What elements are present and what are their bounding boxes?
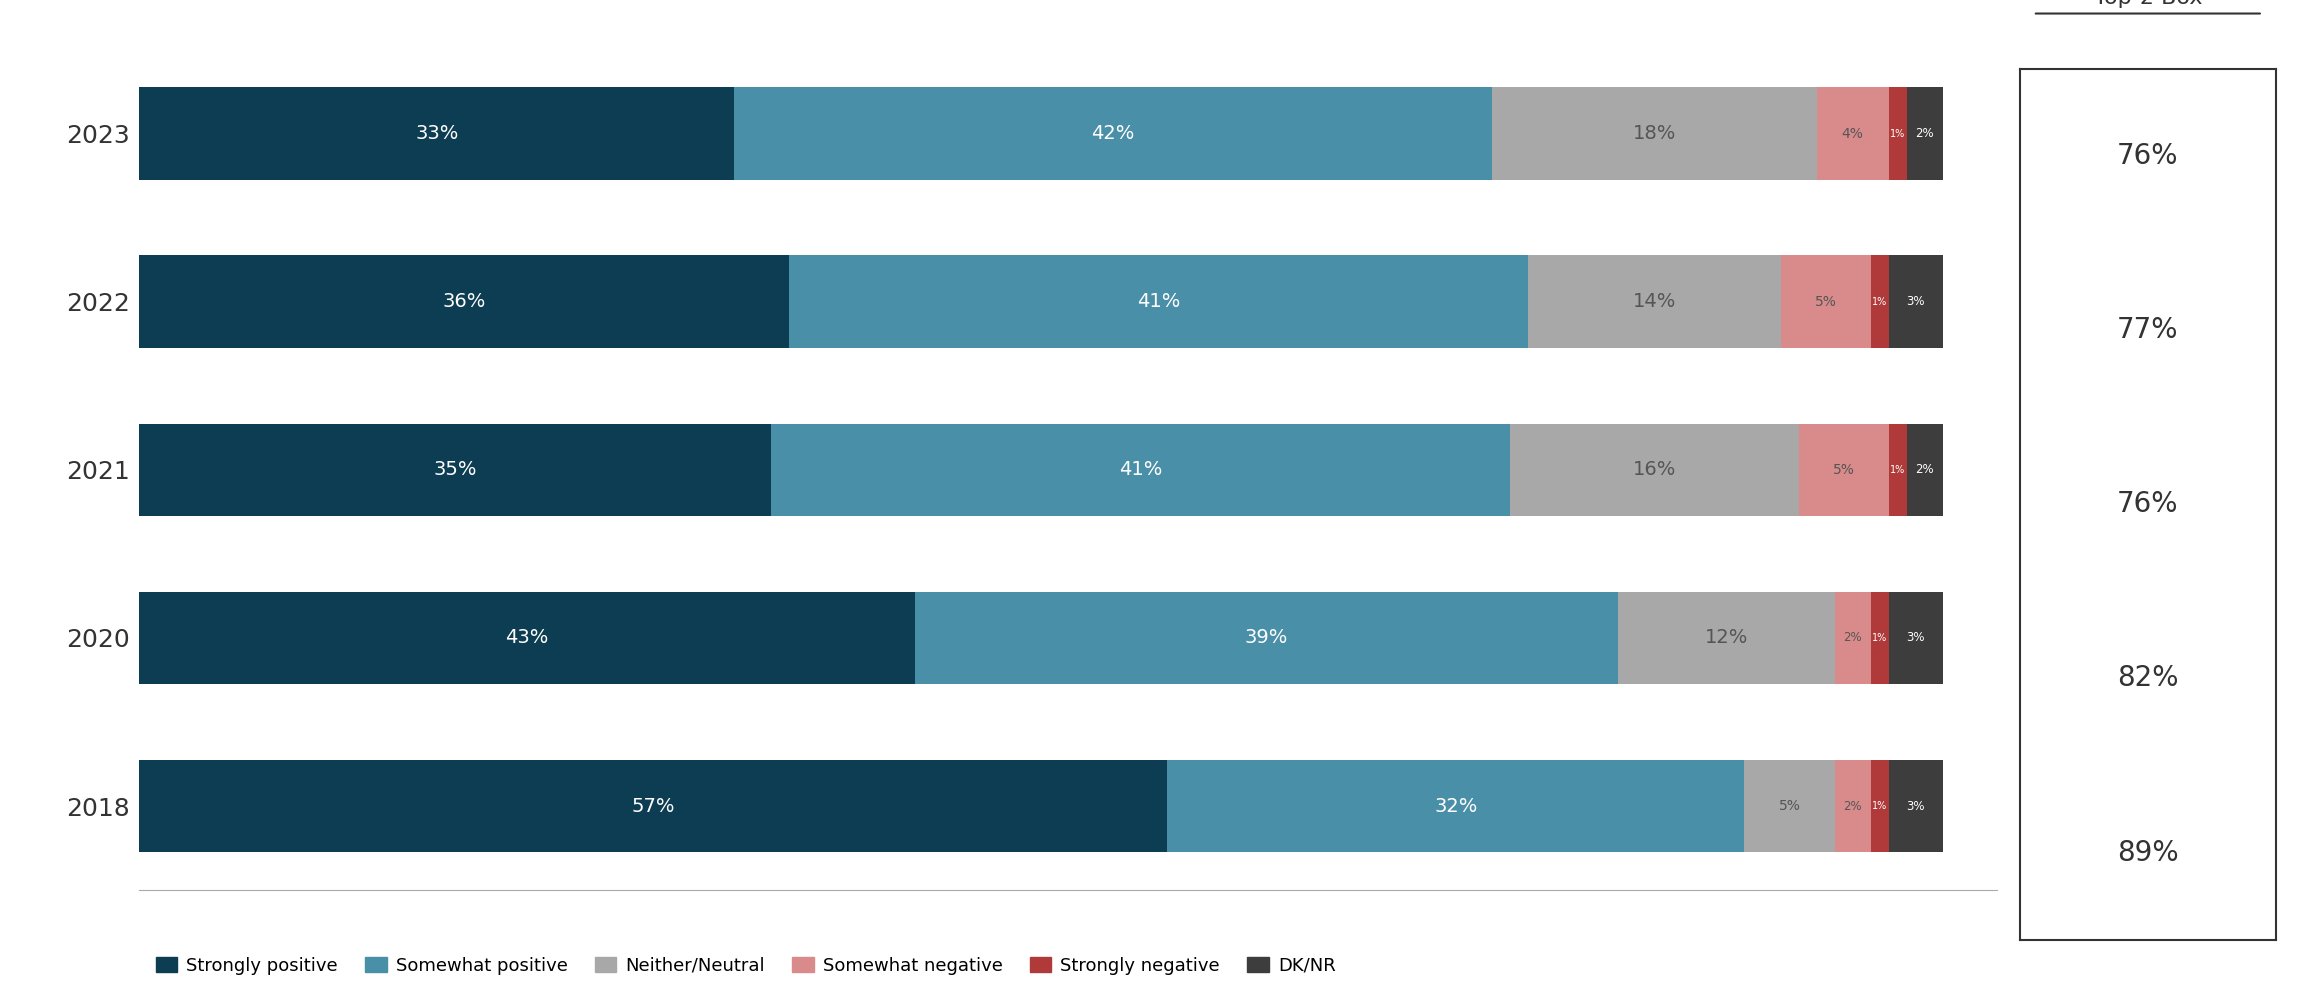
Text: 3%: 3% — [1906, 631, 1925, 645]
Bar — [139, 760, 1168, 853]
Text: 18%: 18% — [1632, 124, 1676, 143]
Text: 12%: 12% — [1704, 628, 1748, 648]
Text: 42%: 42% — [1091, 124, 1135, 143]
Bar — [1872, 255, 1888, 348]
Bar — [1888, 591, 1944, 684]
Bar — [915, 591, 1618, 684]
Text: 3%: 3% — [1906, 295, 1925, 309]
Text: 43%: 43% — [506, 628, 548, 648]
Bar — [1888, 423, 1906, 516]
Text: 16%: 16% — [1632, 460, 1676, 480]
Bar — [734, 87, 1493, 180]
Bar — [1800, 423, 1888, 516]
Bar — [1834, 591, 1872, 684]
Text: 2%: 2% — [1844, 631, 1862, 645]
Bar — [1888, 760, 1944, 853]
Bar — [1906, 87, 1944, 180]
Bar — [771, 423, 1509, 516]
Text: 5%: 5% — [1816, 295, 1837, 309]
Bar — [1888, 87, 1906, 180]
Text: 36%: 36% — [441, 292, 485, 312]
Text: 77%: 77% — [2118, 316, 2178, 344]
Text: 3%: 3% — [1906, 799, 1925, 813]
Bar — [139, 87, 734, 180]
Text: 89%: 89% — [2118, 839, 2178, 866]
Bar — [1781, 255, 1872, 348]
Text: 41%: 41% — [1119, 460, 1161, 480]
Bar — [1872, 760, 1888, 853]
Bar — [1618, 591, 1834, 684]
Text: 41%: 41% — [1135, 292, 1180, 312]
Text: 35%: 35% — [434, 460, 476, 480]
Bar — [789, 255, 1528, 348]
Bar — [139, 255, 789, 348]
Text: 82%: 82% — [2118, 665, 2178, 692]
Text: 5%: 5% — [1779, 799, 1800, 813]
Text: 33%: 33% — [416, 124, 457, 143]
Text: 39%: 39% — [1245, 628, 1289, 648]
Bar — [1834, 760, 1872, 853]
Legend: Strongly positive, Somewhat positive, Neither/Neutral, Somewhat negative, Strong: Strongly positive, Somewhat positive, Ne… — [149, 949, 1342, 982]
Text: 14%: 14% — [1632, 292, 1676, 312]
Bar — [1872, 591, 1888, 684]
Text: 76%: 76% — [2118, 142, 2178, 170]
Text: 5%: 5% — [1832, 463, 1855, 477]
Bar — [1528, 255, 1781, 348]
Text: 1%: 1% — [1872, 633, 1888, 643]
Text: 2%: 2% — [1844, 799, 1862, 813]
Bar — [1888, 255, 1944, 348]
Text: 76%: 76% — [2118, 491, 2178, 518]
Bar — [1493, 87, 1816, 180]
Text: Top-2 Box: Top-2 Box — [2094, 0, 2201, 8]
Bar — [1744, 760, 1834, 853]
Text: 1%: 1% — [1890, 129, 1906, 138]
Bar — [139, 423, 771, 516]
Text: 4%: 4% — [1841, 127, 1865, 140]
Bar — [1906, 423, 1944, 516]
Text: 57%: 57% — [632, 796, 676, 816]
Bar — [1816, 87, 1888, 180]
Text: 1%: 1% — [1872, 297, 1888, 307]
Text: 2%: 2% — [1916, 127, 1934, 140]
Bar — [1509, 423, 1800, 516]
Text: 1%: 1% — [1872, 801, 1888, 811]
Text: 1%: 1% — [1890, 465, 1906, 475]
Text: 32%: 32% — [1435, 796, 1477, 816]
Text: 2%: 2% — [1916, 463, 1934, 477]
Bar — [1168, 760, 1744, 853]
Bar — [139, 591, 915, 684]
